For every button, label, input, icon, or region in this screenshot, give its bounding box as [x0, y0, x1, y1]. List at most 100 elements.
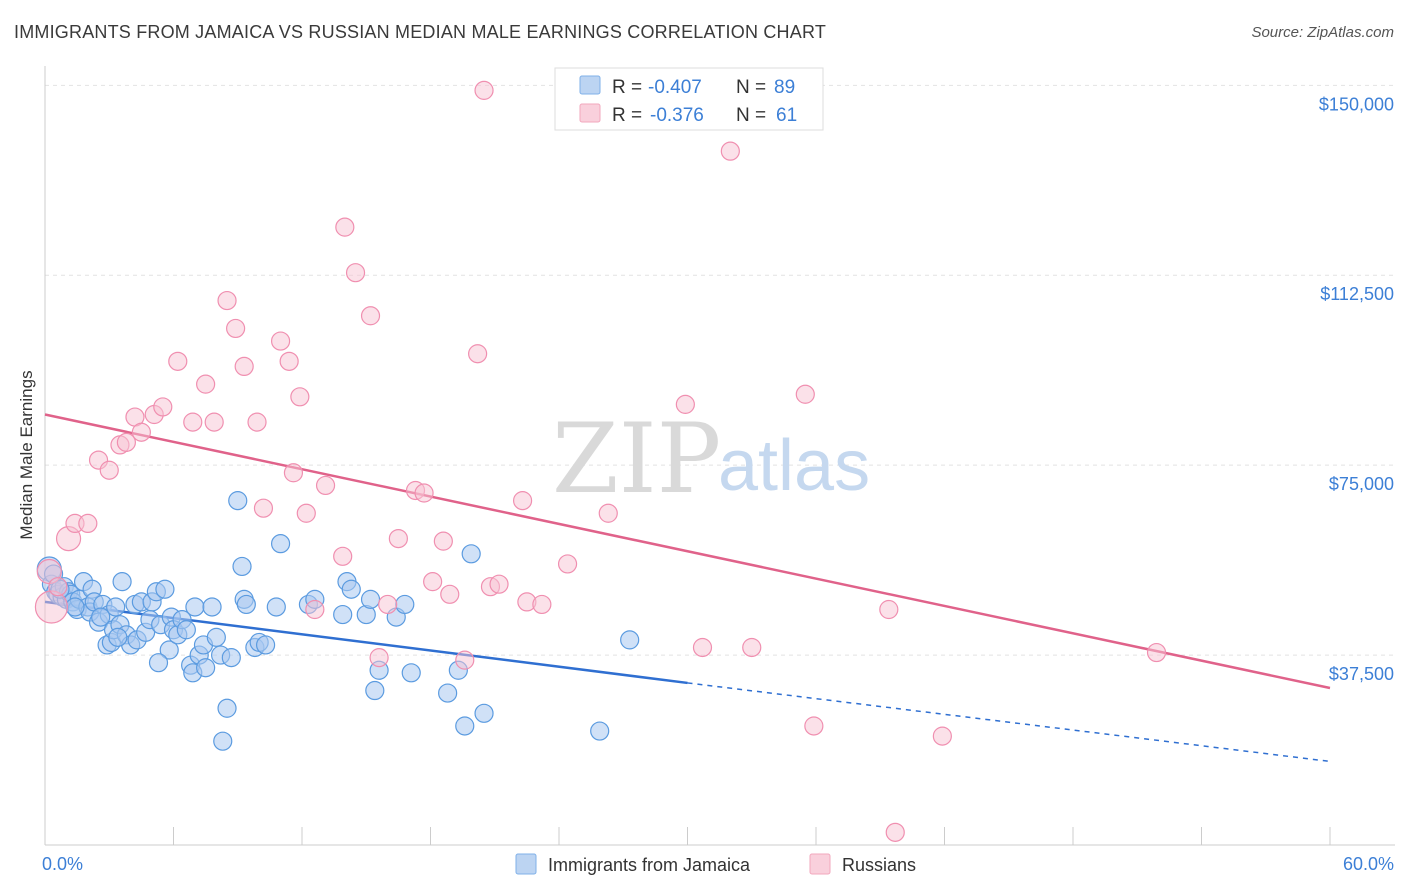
jamaica-point	[590, 721, 610, 741]
y-tick-label-0: $37,500	[1329, 664, 1394, 684]
jamaica-point	[185, 597, 205, 617]
russians-point	[270, 331, 291, 351]
jamaica-point	[159, 640, 179, 660]
chart-title: IMMIGRANTS FROM JAMAICA VS RUSSIAN MEDIA…	[14, 22, 827, 42]
russians-point	[879, 599, 899, 620]
russians-point	[34, 590, 69, 624]
russians-point	[333, 546, 353, 566]
legend-n-value-2: 61	[776, 105, 797, 126]
legend-jamaica-swatch	[515, 853, 537, 875]
jamaica-point	[232, 556, 252, 577]
russians-point	[116, 432, 136, 452]
legend-russians-label: Russians	[842, 855, 916, 875]
jamaica-point	[236, 594, 256, 615]
jamaica-trend-extension	[687, 682, 1331, 763]
series-russians-points	[34, 80, 1167, 842]
jamaica-point	[112, 572, 132, 592]
jamaica-point	[202, 597, 222, 617]
jamaica-point	[270, 534, 291, 554]
jamaica-point	[221, 648, 241, 668]
legend-n-label-2: N =	[736, 105, 766, 126]
russians-point	[468, 344, 488, 364]
chart-source: Source: ZipAtlas.com	[1251, 24, 1394, 41]
russians-point	[315, 475, 336, 496]
legend-r-value-1: -0.407	[648, 77, 702, 98]
axes	[44, 66, 1395, 846]
jamaica-point	[148, 653, 169, 673]
jamaica-point	[461, 544, 481, 564]
russians-point	[153, 397, 173, 417]
russians-point	[48, 577, 68, 597]
jamaica-point	[341, 579, 361, 599]
legend-r-label-1: R =	[612, 77, 642, 98]
russians-point	[795, 384, 815, 404]
russians-point	[804, 716, 824, 736]
russians-point	[512, 491, 533, 511]
legend-jamaica-label: Immigrants from Jamaica	[548, 855, 751, 875]
y-axis-label: Median Male Earnings	[17, 370, 36, 539]
y-tick-labels: $37,500 $75,000 $112,500 $150,000	[1319, 94, 1394, 684]
russians-point	[283, 463, 304, 483]
russians-point	[532, 594, 552, 615]
russians-point	[335, 217, 355, 237]
russians-point	[1146, 642, 1167, 663]
russians-point	[414, 483, 434, 503]
y-tick-label-2: $112,500	[1320, 284, 1394, 304]
watermark-zip: ZIP	[552, 403, 721, 515]
russians-point	[279, 351, 299, 371]
russians-point	[290, 387, 310, 407]
russians-point	[369, 648, 389, 668]
russians-point	[433, 531, 453, 551]
jamaica-point	[333, 604, 353, 625]
russians-point	[440, 584, 460, 604]
russians-point	[204, 412, 224, 432]
russians-point	[675, 394, 695, 414]
jamaica-point	[365, 680, 385, 701]
russians-point	[692, 637, 713, 658]
jamaica-point	[155, 579, 175, 599]
jamaica-point	[206, 627, 226, 647]
russians-point	[885, 822, 905, 842]
russians-point	[226, 318, 246, 339]
legend-r-value-2: -0.376	[650, 105, 704, 126]
y-tick-label-3: $150,000	[1319, 94, 1394, 114]
jamaica-point	[620, 630, 640, 650]
russians-point	[99, 460, 119, 480]
jamaica-point	[455, 716, 475, 736]
stats-legend: R = -0.407 N = 89 R = -0.376 N = 61	[554, 67, 824, 131]
jamaica-point	[176, 620, 196, 640]
russians-point	[932, 726, 952, 746]
jamaica-point	[438, 683, 458, 703]
watermark-atlas: atlas	[718, 426, 870, 506]
russians-point	[78, 513, 98, 534]
x-tick-label-1: 60.0%	[1343, 854, 1394, 874]
legend-n-value-1: 89	[774, 77, 795, 98]
legend-russians-swatch	[809, 853, 831, 875]
russians-point	[234, 356, 254, 377]
jamaica-point	[255, 635, 276, 655]
russians-point	[720, 141, 740, 161]
russians-point	[378, 594, 398, 615]
russians-point	[183, 412, 203, 432]
legend-r-label-2: R =	[612, 105, 642, 126]
series-jamaica-points	[36, 491, 640, 751]
russians-point	[557, 554, 578, 574]
russians-point	[360, 306, 381, 326]
russians-trend-line	[44, 413, 1331, 690]
russians-point	[131, 422, 151, 442]
jamaica-point	[266, 597, 286, 617]
jamaica-point	[474, 703, 494, 723]
series-legend: Immigrants from Jamaica Russians	[515, 853, 916, 875]
x-tick-label-0: 0.0%	[42, 854, 83, 874]
russians-point	[423, 572, 443, 592]
jamaica-point	[217, 698, 237, 718]
russians-point	[345, 263, 366, 283]
russians-point	[253, 498, 274, 518]
russians-point	[474, 80, 494, 100]
russians-point	[598, 503, 618, 523]
jamaica-point	[395, 594, 415, 615]
russians-point	[168, 351, 188, 371]
russians-point	[742, 637, 762, 658]
russians-point	[247, 412, 267, 432]
